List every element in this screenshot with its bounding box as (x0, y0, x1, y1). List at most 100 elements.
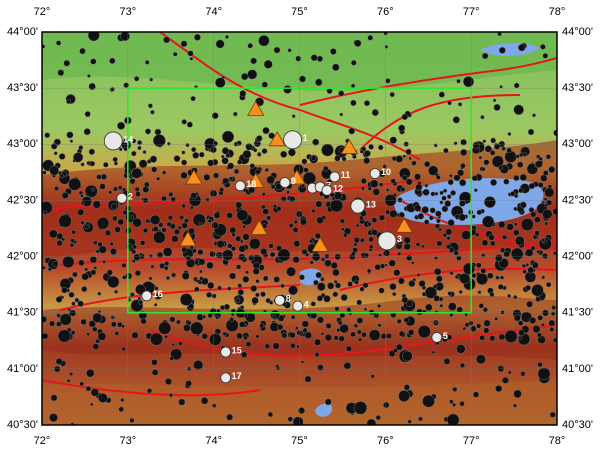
quake-dot (99, 183, 106, 190)
quake-dot (396, 318, 402, 324)
quake-dot (447, 219, 455, 227)
quake-dot (242, 149, 252, 159)
quake-dot (83, 128, 91, 136)
quake-dot (498, 46, 506, 54)
quake-dot (221, 130, 235, 143)
quake-dot (436, 218, 441, 224)
quake-dot (384, 263, 388, 267)
quake-dot (219, 187, 225, 193)
quake-dot (444, 200, 452, 208)
quake-dot (269, 300, 274, 305)
quake-dot (232, 111, 238, 117)
quake-dot (268, 243, 274, 249)
quake-dot (425, 303, 433, 312)
y-tick-label: 44°00' (7, 26, 38, 38)
quake-dot (385, 209, 391, 215)
quake-dot (316, 316, 324, 324)
quake-dot (290, 342, 296, 349)
quake-dot (55, 296, 63, 303)
quake-dot (314, 352, 320, 358)
quake-dot (484, 145, 492, 153)
quake-dot (207, 281, 215, 290)
quake-dot (221, 157, 229, 165)
quake-dot (140, 318, 147, 325)
quake-dot (513, 314, 521, 322)
quake-dot (66, 378, 71, 383)
quake-dot (237, 283, 243, 289)
quake-dot (487, 272, 494, 279)
quake-dot (398, 330, 405, 337)
quake-dot (264, 343, 270, 349)
quake-dot (441, 195, 447, 201)
quake-dot (456, 306, 463, 313)
quake-dot (114, 289, 119, 294)
quake-dot (510, 191, 516, 197)
quake-dot (491, 155, 504, 168)
quake-dot (132, 217, 142, 228)
quake-dot (194, 286, 200, 292)
quake-dot (255, 279, 260, 284)
quake-dot (359, 286, 365, 292)
quake-dot (125, 243, 133, 250)
quake-dot (213, 212, 221, 219)
quake-dot (249, 163, 255, 169)
quake-dot (532, 113, 536, 118)
quake-dot (100, 173, 107, 180)
quake-dot (80, 220, 85, 225)
quake-dot (492, 98, 497, 103)
quake-dot (537, 315, 544, 321)
quake-dot (261, 81, 268, 88)
quake-dot (90, 388, 99, 397)
quake-dot (97, 310, 102, 314)
quake-dot (350, 60, 357, 66)
quake-dot (300, 218, 308, 226)
quake-dot (458, 102, 463, 107)
quake-dot (276, 366, 281, 371)
quake-dot (152, 134, 166, 148)
quake-dot (158, 222, 164, 228)
quake-dot (79, 47, 86, 55)
station (340, 138, 358, 155)
quake-dot (114, 226, 121, 233)
quake-dot (138, 299, 144, 305)
quake-dot (195, 279, 200, 283)
quake-dot (439, 200, 444, 205)
quake-dot (462, 262, 476, 275)
quake-dot (88, 320, 97, 328)
quake-dot (241, 72, 249, 81)
quake-dot (165, 275, 170, 281)
event (321, 184, 333, 196)
quake-dot (181, 159, 188, 166)
quake-dot (49, 165, 60, 176)
quake-dot (350, 99, 357, 107)
quake-dot (400, 187, 406, 193)
quake-dot (173, 228, 181, 235)
quake-dot (280, 195, 287, 202)
quake-dot (114, 331, 120, 336)
quake-dot (320, 257, 326, 262)
quake-dot (153, 302, 158, 307)
quake-dot (259, 323, 265, 329)
quake-dot (181, 203, 186, 209)
quake-dot (52, 260, 59, 267)
quake-dot (531, 284, 544, 297)
quake-dot (71, 301, 76, 306)
quake-dot (150, 214, 161, 226)
quake-dot (520, 311, 533, 323)
quake-dot (57, 329, 71, 343)
quake-dot (507, 293, 512, 298)
quake-dot (337, 320, 343, 326)
quake-dot (490, 179, 497, 186)
quake-dot (411, 160, 417, 166)
quake-dot (334, 306, 340, 312)
event-label: 13 (366, 199, 376, 209)
quake-dot (513, 295, 518, 300)
quake-dot (233, 168, 240, 175)
quake-dot (123, 82, 129, 88)
quake-dot (316, 295, 324, 302)
quake-dot (149, 155, 158, 163)
quake-dot (421, 244, 425, 249)
quake-dot (383, 401, 390, 409)
quake-dot (156, 251, 164, 259)
quake-dot (139, 240, 146, 246)
